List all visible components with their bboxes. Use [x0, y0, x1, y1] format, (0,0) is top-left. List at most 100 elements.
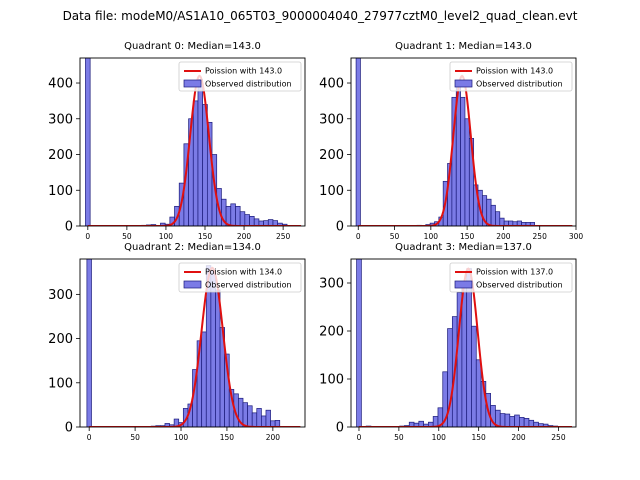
quadrant-1-xtick-label: 300: [569, 232, 584, 241]
quadrant-1-xtick-label: 200: [496, 232, 511, 241]
quadrant-0-bar: [192, 100, 199, 226]
quadrant-2-bar: [86, 259, 92, 427]
quadrant-1-axes-frame: [350, 57, 577, 227]
quadrant-0-legend-bar-swatch: [183, 79, 202, 88]
quadrant-3-bar: [499, 413, 506, 427]
quadrant-2-legend-bar-swatch: [183, 280, 202, 289]
quadrant-1-legend-bar-swatch: [454, 79, 473, 88]
quadrant-0-bar: [197, 79, 204, 226]
quadrant-1-xtick-label: 100: [424, 232, 439, 241]
quadrant-2-xtick-label: 50: [130, 433, 140, 442]
quadrant-2-legend-bar-label: Observed distribution: [205, 281, 292, 290]
quadrant-2-axes-frame: [79, 258, 306, 428]
quadrant-3-xtick-label: 100: [432, 433, 447, 442]
quadrant-0-bar: [235, 205, 241, 226]
quadrant-1-bar: [495, 211, 501, 226]
quadrant-1-title: Quadrant 1: Median=143.0: [395, 41, 532, 52]
quadrant-0-ytick-label: 400: [48, 77, 73, 92]
quadrant-3-legend-bar-label: Observed distribution: [476, 281, 563, 290]
quadrant-0-xtick-label: 200: [237, 232, 252, 241]
quadrant-0-axes-frame: [79, 57, 306, 227]
quadrant-0-xtick-label: 150: [198, 232, 213, 241]
quadrant-2-bar: [265, 409, 271, 427]
quadrant-0-panel: Quadrant 0: Median=143.0 0 100 200 300 400 0 50…: [48, 41, 306, 241]
quadrant-2-xtick-label: 0: [87, 433, 92, 442]
quadrant-3-bar: [461, 287, 468, 427]
quadrant-0-title: Quadrant 0: Median=143.0: [124, 41, 261, 52]
quadrant-1-bar: [355, 58, 361, 226]
quadrant-3-legend-line-label: Poission with 137.0: [476, 268, 553, 277]
quadrant-3-xtick-label: 250: [551, 433, 566, 442]
quadrant-3-legend-bar-swatch: [454, 280, 473, 289]
quadrant-0-legend-line-label: Poission with 143.0: [205, 67, 282, 76]
quadrant-1-xtick-label: 0: [356, 232, 361, 241]
quadrant-2-bar: [242, 402, 248, 427]
quadrant-1-bar: [499, 217, 505, 226]
quadrant-1-bar: [464, 118, 470, 226]
quadrant-2-bar: [247, 405, 253, 427]
quadrant-2-bar: [261, 415, 267, 427]
quadrant-0-legend-bar-label: Observed distribution: [205, 80, 292, 89]
quadrant-2-bar: [201, 331, 207, 427]
quadrant-3-title: Quadrant 3: Median=137.0: [395, 242, 532, 253]
quadrant-2-bar: [210, 269, 216, 427]
quadrant-1-ytick-label: 200: [319, 148, 344, 163]
quadrant-3-xtick-label: 0: [357, 433, 362, 442]
quadrant-0-ytick-label: 200: [48, 148, 73, 163]
quadrant-2-legend-box: [178, 262, 302, 293]
quadrant-0-bar: [253, 218, 260, 226]
quadrant-0-plot-area: [85, 58, 302, 226]
quadrant-1-legend-bar-label: Observed distribution: [476, 80, 563, 89]
quadrant-1-bar: [486, 198, 492, 226]
quadrant-1-ytick-label: 100: [319, 184, 344, 199]
quadrant-2-bar: [256, 408, 262, 427]
quadrant-3-bar: [356, 259, 362, 427]
quadrant-2-xtick-label: 100: [174, 433, 189, 442]
quadrant-3-plot-area: [356, 259, 573, 427]
quadrant-0-bar: [230, 203, 236, 226]
quadrant-0-bar: [85, 58, 91, 226]
quadrant-2-ytick-label: 300: [48, 288, 73, 303]
quadrant-0-legend-box: [178, 61, 302, 92]
quadrant-2-panel: Quadrant 2: Median=134.0 0 100 200 300 0 50 100…: [48, 242, 306, 442]
quadrant-3-xtick-label: 50: [394, 433, 404, 442]
quadrant-2-xtick-label: 150: [220, 433, 235, 442]
quadrant-3-bar: [504, 413, 511, 427]
figure-title: Data file: modeM0/AS1A10_065T03_90000040…: [63, 9, 578, 23]
quadrant-3-ytick-label: 100: [319, 373, 344, 388]
quadrant-0-poisson-line: [87, 74, 302, 226]
quadrant-2-ytick-label: 0: [65, 421, 73, 436]
quadrant-3-bar: [523, 418, 530, 427]
quadrant-3-bar: [528, 419, 535, 427]
quadrant-2-poisson-line: [89, 266, 301, 427]
quadrant-0-bar: [244, 214, 250, 226]
quadrant-0-ytick-label: 300: [48, 112, 73, 127]
quadrant-0-xtick-label: 100: [159, 232, 174, 241]
quadrant-3-ytick-label: 300: [319, 277, 344, 292]
quadrant-3-legend-box: [449, 262, 573, 293]
quadrant-3-bar: [475, 359, 482, 427]
quadrant-1-xtick-label: 150: [460, 232, 475, 241]
quadrant-0-ytick-label: 0: [65, 220, 73, 235]
quadrant-0-legend: Poission with 143.0 Observed distribution: [178, 61, 302, 92]
quadrant-3-bar: [471, 325, 477, 427]
quadrant-3-axes-frame: [350, 258, 577, 428]
quadrant-1-bar: [529, 222, 535, 226]
quadrant-3-bar: [519, 417, 525, 427]
quadrant-1-legend: Poission with 143.0 Observed distribution: [449, 61, 573, 92]
quadrant-2-ytick-label: 100: [48, 376, 73, 391]
quadrant-2-title: Quadrant 2: Median=134.0: [124, 242, 261, 253]
quadrant-2-plot-area: [86, 259, 301, 427]
quadrant-3-bar: [514, 414, 520, 427]
quadrant-2-bar: [251, 412, 258, 427]
quadrant-1-legend-box: [449, 61, 573, 92]
quadrant-1-panel: Quadrant 1: Median=143.0 0 100 200 300 400 0 50…: [319, 41, 583, 241]
quadrant-2-legend: Poission with 134.0 Observed distribution: [178, 262, 302, 293]
quadrant-0-xtick-label: 50: [122, 232, 132, 241]
quadrant-1-ytick-label: 0: [336, 220, 344, 235]
quadrant-2-legend-line-label: Poission with 134.0: [205, 268, 282, 277]
quadrant-1-ytick-label: 300: [319, 112, 344, 127]
quadrant-3-legend: Poission with 137.0 Observed distribution: [449, 262, 573, 293]
quadrant-2-xtick-label: 200: [266, 433, 281, 442]
